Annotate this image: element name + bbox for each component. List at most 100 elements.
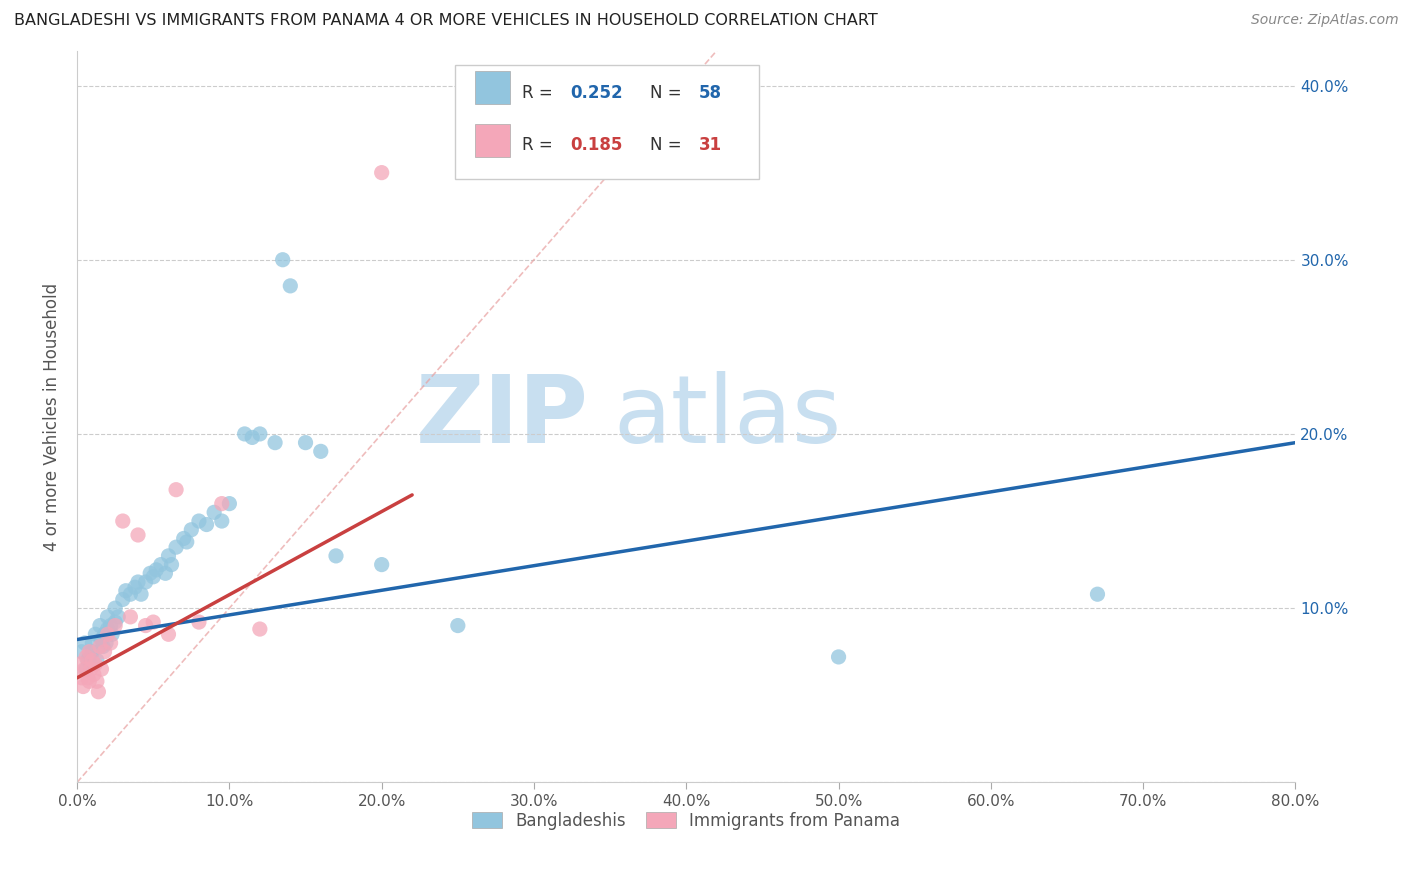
- Point: [82, 645, 104, 659]
- Point: [264, 435, 287, 450]
- Point: [127, 574, 149, 589]
- Y-axis label: 4 or more Vehicles in Household: 4 or more Vehicles in Household: [44, 283, 60, 550]
- Point: [91, 640, 114, 654]
- Point: [271, 252, 294, 267]
- Point: [104, 601, 127, 615]
- Point: [104, 615, 127, 629]
- Point: [157, 549, 180, 563]
- Text: BANGLADESHI VS IMMIGRANTS FROM PANAMA 4 OR MORE VEHICLES IN HOUSEHOLD CORRELATIO: BANGLADESHI VS IMMIGRANTS FROM PANAMA 4 …: [14, 13, 877, 29]
- Point: [211, 514, 233, 528]
- Point: [160, 558, 183, 572]
- Point: [135, 618, 157, 632]
- Point: [107, 610, 129, 624]
- Point: [77, 649, 100, 664]
- Legend: Bangladeshis, Immigrants from Panama: Bangladeshis, Immigrants from Panama: [465, 805, 907, 836]
- Point: [218, 497, 240, 511]
- Text: Source: ZipAtlas.com: Source: ZipAtlas.com: [1251, 13, 1399, 28]
- Point: [202, 505, 225, 519]
- Point: [101, 627, 124, 641]
- Point: [82, 636, 104, 650]
- Point: [149, 558, 172, 572]
- Point: [176, 535, 198, 549]
- Point: [195, 517, 218, 532]
- Point: [100, 618, 122, 632]
- Point: [77, 645, 100, 659]
- Point: [75, 649, 97, 664]
- Point: [80, 662, 103, 676]
- FancyBboxPatch shape: [475, 71, 509, 104]
- Point: [120, 587, 142, 601]
- Point: [89, 618, 111, 632]
- Point: [173, 532, 195, 546]
- Point: [76, 671, 98, 685]
- Point: [165, 540, 187, 554]
- Point: [249, 426, 271, 441]
- Point: [84, 657, 107, 671]
- FancyBboxPatch shape: [475, 124, 509, 157]
- Text: 31: 31: [699, 136, 721, 154]
- Text: R =: R =: [522, 84, 558, 102]
- Point: [94, 636, 117, 650]
- Point: [120, 610, 142, 624]
- Point: [104, 618, 127, 632]
- Point: [211, 497, 233, 511]
- Point: [187, 615, 209, 629]
- Point: [142, 570, 165, 584]
- Point: [139, 566, 162, 581]
- Point: [240, 430, 263, 444]
- Point: [135, 574, 157, 589]
- Point: [142, 615, 165, 629]
- Point: [70, 645, 93, 659]
- Point: [72, 680, 94, 694]
- Point: [249, 622, 271, 636]
- Point: [80, 657, 103, 671]
- Point: [82, 653, 104, 667]
- Point: [89, 640, 111, 654]
- Text: N =: N =: [650, 84, 686, 102]
- Point: [73, 636, 96, 650]
- Point: [1087, 587, 1109, 601]
- Point: [100, 636, 122, 650]
- Point: [145, 563, 167, 577]
- Point: [90, 662, 112, 676]
- Text: N =: N =: [650, 136, 686, 154]
- Point: [187, 514, 209, 528]
- Point: [86, 674, 108, 689]
- Point: [111, 592, 134, 607]
- Point: [77, 674, 100, 689]
- Point: [124, 580, 146, 594]
- Point: [83, 667, 105, 681]
- Text: atlas: atlas: [613, 370, 841, 463]
- Point: [96, 610, 118, 624]
- Point: [96, 627, 118, 641]
- Point: [69, 657, 91, 671]
- Point: [76, 653, 98, 667]
- Point: [827, 649, 849, 664]
- Point: [84, 627, 107, 641]
- Point: [325, 549, 347, 563]
- Point: [127, 528, 149, 542]
- FancyBboxPatch shape: [454, 65, 759, 178]
- Point: [111, 514, 134, 528]
- Point: [75, 662, 97, 676]
- Point: [86, 653, 108, 667]
- Point: [157, 627, 180, 641]
- Point: [93, 645, 115, 659]
- Point: [87, 685, 110, 699]
- Point: [70, 671, 93, 685]
- Text: 58: 58: [699, 84, 721, 102]
- Point: [370, 558, 392, 572]
- Point: [90, 632, 112, 647]
- Text: R =: R =: [522, 136, 558, 154]
- Point: [96, 622, 118, 636]
- Point: [180, 523, 202, 537]
- Point: [278, 278, 301, 293]
- Point: [93, 627, 115, 641]
- Text: 0.185: 0.185: [571, 136, 623, 154]
- Text: ZIP: ZIP: [416, 370, 589, 463]
- Point: [114, 583, 136, 598]
- Point: [309, 444, 332, 458]
- Point: [129, 587, 152, 601]
- Text: 0.252: 0.252: [571, 84, 623, 102]
- Point: [73, 662, 96, 676]
